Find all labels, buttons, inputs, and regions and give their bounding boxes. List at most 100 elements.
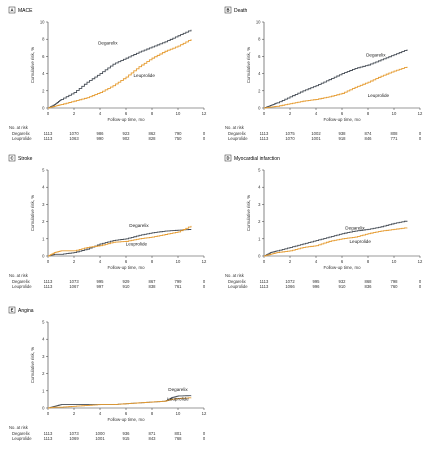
y-tick-label: 6 [258, 54, 261, 59]
chart-panel-d: D Myocardial infarction 0 2 4 6 8 10 12 0 1 2 3 4 5 Fol… [224, 152, 430, 298]
at-risk-value: 1113 [44, 279, 53, 284]
at-risk-value: 871 [149, 431, 157, 436]
y-tick-label: 0 [42, 254, 45, 259]
x-tick-label: 8 [151, 411, 154, 416]
at-risk-value: 1072 [285, 279, 295, 284]
at-risk-value: 1113 [44, 131, 53, 136]
y-tick-label: 3 [42, 354, 45, 359]
x-tick-label: 10 [176, 411, 181, 416]
x-tick-label: 10 [392, 259, 397, 264]
at-risk-value: 918 [339, 136, 347, 141]
at-risk-value: 996 [313, 284, 321, 289]
at-risk-title: No. at risk [225, 125, 245, 130]
x-tick-label: 12 [202, 259, 207, 264]
at-risk-value: 828 [149, 136, 157, 141]
panel-title: Death [234, 8, 248, 14]
x-tick-label: 12 [202, 411, 207, 416]
x-tick-label: 6 [125, 111, 128, 116]
at-risk-value: 843 [149, 436, 157, 441]
at-risk-value: 902 [123, 136, 131, 141]
chart-panel-a: A MACE 0 2 4 6 8 10 12 0 2 4 6 8 10 Follow-up time, mo C… [8, 4, 214, 150]
y-tick-label: 4 [42, 337, 45, 342]
at-risk-value: 0 [419, 131, 422, 136]
series-label-leuprolide: Leuprolide [133, 73, 155, 78]
at-risk-value: 923 [123, 131, 131, 136]
x-tick-label: 8 [367, 111, 370, 116]
at-risk-value: 874 [365, 131, 373, 136]
panel-letter-box [8, 6, 16, 14]
at-risk-value: 1001 [311, 136, 321, 141]
y-tick-label: 2 [42, 88, 45, 93]
y-tick-label: 10 [40, 20, 45, 25]
at-risk-value: 862 [149, 131, 157, 136]
at-risk-value: 0 [203, 279, 206, 284]
panel-letter-box [8, 306, 16, 314]
x-tick-label: 12 [418, 111, 423, 116]
y-tick-label: 5 [42, 320, 45, 325]
at-risk-value: 0 [203, 431, 206, 436]
at-risk-value: 986 [97, 131, 105, 136]
series-line-leuprolide [48, 397, 192, 409]
x-tick-label: 0 [47, 259, 50, 264]
at-risk-value: 1069 [69, 436, 79, 441]
at-risk-value: 0 [419, 136, 422, 141]
at-risk-value: 1001 [95, 436, 105, 441]
x-tick-label: 8 [151, 259, 154, 264]
y-tick-label: 4 [42, 185, 45, 190]
series-line-degarelix [48, 29, 192, 109]
panel-title: MACE [18, 8, 33, 14]
panel-letter: D [226, 156, 229, 161]
at-risk-value: 1113 [260, 279, 269, 284]
y-tick-label: 0 [42, 406, 45, 411]
at-risk-row-name: Leuprolide [12, 436, 32, 441]
at-risk-value: 995 [313, 279, 321, 284]
at-risk-value: 1066 [285, 284, 295, 289]
at-risk-value: 929 [123, 279, 131, 284]
at-risk-value: 910 [123, 284, 131, 289]
at-risk-value: 932 [339, 279, 347, 284]
panel-letter-box [224, 154, 232, 162]
at-risk-value: 867 [149, 279, 157, 284]
y-tick-label: 0 [258, 254, 261, 259]
at-risk-value: 1070 [69, 131, 79, 136]
x-tick-label: 2 [289, 259, 292, 264]
at-risk-row-name: Leuprolide [12, 284, 32, 289]
y-axis-label: Cumulative risk, % [30, 47, 35, 83]
at-risk-value: 799 [175, 279, 183, 284]
y-tick-label: 1 [42, 236, 45, 241]
x-tick-label: 2 [73, 411, 76, 416]
x-tick-label: 2 [73, 111, 76, 116]
y-tick-label: 4 [258, 71, 261, 76]
at-risk-value: 836 [365, 284, 373, 289]
y-axis-label: Cumulative risk, % [246, 195, 251, 231]
at-risk-value: 771 [391, 136, 399, 141]
at-risk-value: 0 [203, 284, 206, 289]
at-risk-value: 846 [365, 136, 373, 141]
x-tick-label: 4 [315, 111, 318, 116]
x-tick-label: 10 [176, 111, 181, 116]
at-risk-row-name: Leuprolide [12, 136, 32, 141]
y-tick-label: 2 [42, 371, 45, 376]
at-risk-value: 1113 [260, 284, 269, 289]
y-tick-label: 3 [42, 202, 45, 207]
chart-svg: B Death 0 2 4 6 8 10 12 0 2 4 6 8 10 Follow-up time, mo… [224, 6, 423, 141]
x-tick-label: 4 [315, 259, 318, 264]
y-axis-label: Cumulative risk, % [30, 195, 35, 231]
y-tick-label: 2 [42, 219, 45, 224]
panel-letter: A [10, 8, 13, 13]
series-label-leuprolide: Leuprolide [349, 239, 371, 244]
y-tick-label: 2 [258, 88, 261, 93]
at-risk-value: 1113 [44, 436, 53, 441]
chart-svg: A MACE 0 2 4 6 8 10 12 0 2 4 6 8 10 Follow-up time, mo C… [8, 6, 207, 141]
at-risk-value: 1073 [69, 279, 79, 284]
at-risk-value: 1070 [285, 136, 295, 141]
series-label-degarelix: Degarelix [168, 387, 188, 392]
at-risk-value: 1113 [44, 284, 53, 289]
x-tick-label: 0 [263, 259, 266, 264]
at-risk-value: 761 [175, 284, 183, 289]
x-axis-label: Follow-up time, mo [107, 117, 145, 122]
y-tick-label: 1 [258, 236, 261, 241]
